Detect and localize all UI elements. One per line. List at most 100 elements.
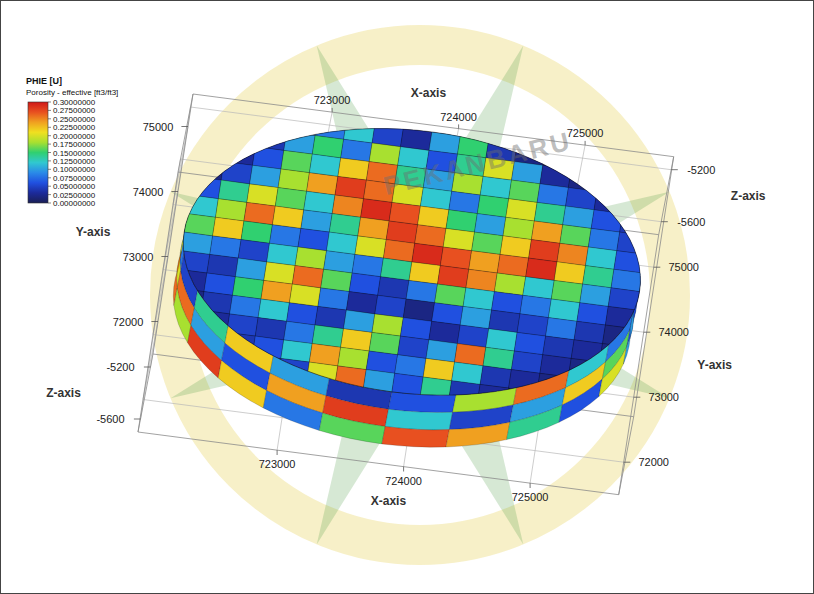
top-cell (335, 176, 366, 198)
top-cell (568, 169, 599, 191)
tick (181, 126, 188, 127)
top-cell (440, 247, 471, 269)
wall-cell (319, 413, 385, 444)
wall-cell (559, 379, 602, 422)
top-cell (272, 206, 303, 228)
top-cell (537, 184, 568, 206)
top-cell (190, 176, 221, 198)
axis-frame (138, 94, 674, 495)
top-cell (309, 154, 340, 176)
tick-label: 725000 (567, 127, 604, 139)
tick-label: 75000 (668, 261, 699, 273)
tick (151, 321, 158, 322)
top-cell (511, 351, 542, 373)
top-cell (489, 310, 520, 332)
top-cell (500, 236, 531, 258)
axis-title: Z-axis (46, 386, 81, 400)
colorbar-tick (48, 186, 51, 187)
top-cell (412, 243, 443, 265)
tick-label: 75000 (143, 121, 174, 133)
top-cell (477, 195, 508, 217)
top-cell (568, 358, 599, 380)
tick-label: 724000 (440, 111, 477, 123)
top-cell (614, 251, 645, 273)
axis-line (659, 157, 674, 235)
top-cell (307, 362, 338, 384)
tick (161, 256, 168, 257)
axis-line (619, 417, 634, 495)
top-cell (358, 217, 389, 239)
tick (634, 397, 641, 398)
axis-title: X-axis (411, 86, 447, 100)
top-cell (426, 340, 457, 362)
top-cell (216, 199, 247, 221)
top-cell (253, 147, 284, 169)
top-cell (577, 303, 608, 325)
tick (332, 108, 333, 112)
top-cell (332, 195, 363, 217)
colorbar-tick (48, 203, 51, 204)
top-cell (446, 210, 477, 232)
top-cell (369, 143, 400, 165)
axis-title: Y-axis (76, 225, 111, 239)
top-cell (324, 251, 355, 273)
tick (530, 483, 531, 488)
top-cell (381, 258, 412, 280)
top-cell (588, 228, 619, 250)
wall-cell (507, 405, 563, 440)
page: {"chart_data": { "type": "3d_grid", "tit… (0, 0, 814, 594)
colorbar-subtitle: Porosity - effective [ft3/ft3] (26, 88, 118, 97)
wall-cell (382, 427, 449, 448)
top-cell (571, 340, 602, 362)
tick-label: 724000 (385, 475, 422, 487)
emblem-ray (171, 299, 354, 399)
tick (624, 462, 631, 463)
top-cell (338, 347, 369, 369)
colorbar-tick (48, 127, 51, 128)
tick (644, 332, 651, 333)
tick-label: 73000 (648, 391, 679, 403)
colorbar-tick (48, 194, 51, 195)
tick-label: -5600 (96, 413, 124, 425)
top-cell (281, 150, 312, 172)
tick (654, 267, 661, 268)
colorbar-label: 0.00000000 (53, 199, 96, 208)
top-cell (523, 277, 554, 299)
tick (671, 169, 678, 170)
colorbar-tick (48, 135, 51, 136)
top-cell (181, 232, 212, 254)
top-cell (230, 295, 261, 317)
tick-label: 72000 (113, 316, 144, 328)
emblem-ray (171, 192, 354, 292)
axis-title: Y-axis (697, 358, 732, 372)
top-cell (361, 199, 392, 221)
top-cell (494, 273, 525, 295)
top-cell (327, 232, 358, 254)
top-cell (420, 377, 451, 399)
top-cell (372, 124, 403, 146)
colorbar-tick (48, 102, 51, 103)
top-cell (375, 295, 406, 317)
top-cell (449, 381, 480, 403)
top-cell (366, 351, 397, 373)
top-cell (608, 288, 639, 310)
top-cell (173, 288, 204, 310)
top-cell (233, 277, 264, 299)
grid (141, 107, 672, 483)
top-cell (600, 344, 631, 366)
top-cell (469, 251, 500, 273)
colorbar-tick (48, 177, 51, 178)
top-cell (284, 321, 315, 343)
window-frame (1, 1, 814, 594)
top-cell (218, 180, 249, 202)
top-cell (526, 258, 557, 280)
top-cell (509, 180, 540, 202)
top-cell (432, 303, 463, 325)
top-cell (554, 262, 585, 284)
top-cell (289, 284, 320, 306)
top-cell (341, 139, 372, 161)
top-cell (258, 299, 289, 321)
top-cell (560, 225, 591, 247)
top-cell (563, 206, 594, 228)
watermark: PEKANBARU (380, 125, 575, 201)
